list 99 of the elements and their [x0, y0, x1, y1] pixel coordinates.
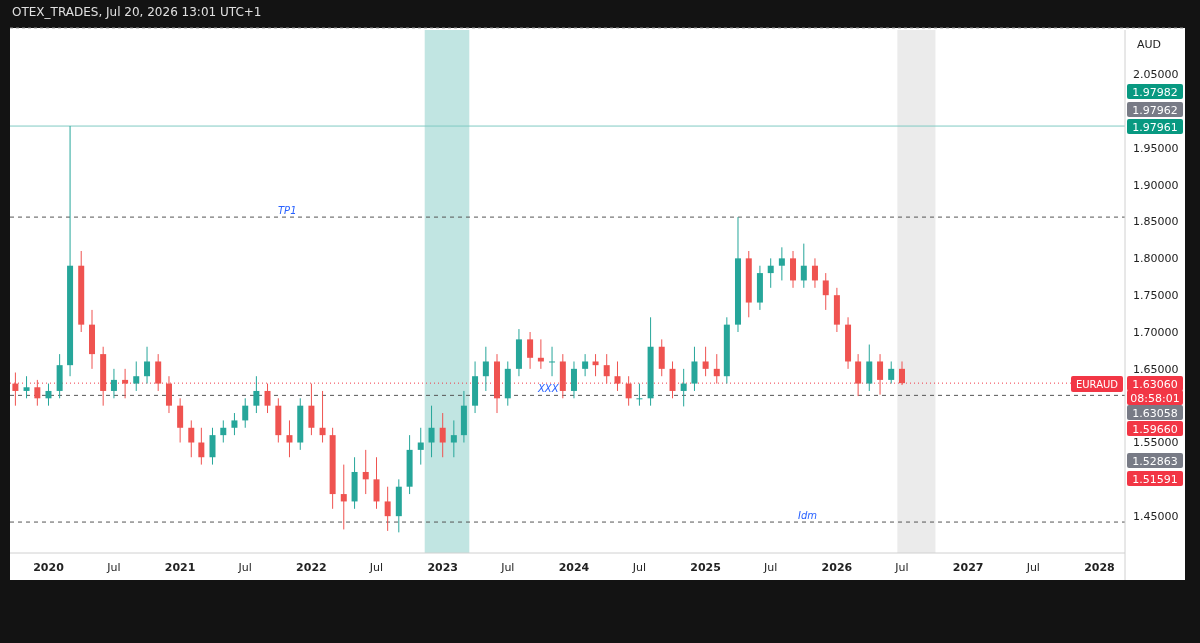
- text: 1.97982: [1132, 85, 1178, 99]
- x-tick-label: 2020: [33, 561, 65, 574]
- candlestick: [417, 427, 424, 466]
- y-tick-label: 1.75000: [1133, 289, 1179, 303]
- candlestick: [428, 405, 435, 458]
- text: 1.59660: [1132, 422, 1178, 436]
- candlestick: [669, 360, 676, 399]
- y-tick-label: 1.90000: [1133, 178, 1179, 192]
- x-tick-label: Jul: [894, 561, 909, 574]
- x-tick-label: Jul: [763, 561, 778, 574]
- candlestick: [527, 331, 534, 370]
- ref-line-label: Idm: [798, 510, 818, 522]
- ref-line-label: XXX: [537, 383, 560, 395]
- text: 1.97962: [1132, 103, 1178, 117]
- y-tick-label: 1.45000: [1133, 510, 1179, 524]
- candlestick: [286, 419, 293, 458]
- candlestick: [264, 383, 271, 414]
- y-tick-label: 2.05000: [1133, 68, 1179, 82]
- candlestick: [691, 346, 698, 392]
- candlestick: [45, 383, 52, 407]
- x-tick-label: 2027: [952, 561, 984, 574]
- candlestick: [198, 427, 205, 466]
- candlestick: [625, 375, 632, 407]
- y-tick-label: 1.80000: [1133, 252, 1179, 266]
- candlestick: [713, 353, 720, 385]
- candlestick: [122, 368, 129, 399]
- candlestick: [384, 486, 391, 532]
- candlestick: [582, 353, 589, 377]
- candlestick: [220, 419, 227, 444]
- candlestick: [177, 397, 184, 444]
- candlestick: [253, 375, 260, 414]
- candlestick: [209, 427, 216, 466]
- text: 1.52863: [1132, 454, 1178, 468]
- x-tick-label: Jul: [368, 561, 384, 574]
- x-tick-label: Jul: [237, 561, 252, 574]
- candlestick: [133, 360, 140, 392]
- candlestick: [23, 375, 30, 399]
- text: 1.63058: [1132, 406, 1178, 420]
- candlestick: [603, 353, 610, 385]
- candlestick: [811, 257, 818, 289]
- y-tick-label: 1.85000: [1133, 215, 1179, 229]
- candlestick: [702, 346, 709, 377]
- candlestick: [308, 383, 315, 436]
- x-tick-label: Jul: [631, 561, 647, 574]
- candlestick: [570, 360, 577, 399]
- candlestick: [592, 353, 599, 377]
- candlestick: [855, 353, 862, 397]
- candlestick: [614, 360, 621, 392]
- annotation: EURAUD: [1075, 378, 1119, 390]
- x-tick-label: 2021: [164, 561, 196, 574]
- candlestick: [340, 464, 347, 530]
- candlestick: [165, 375, 172, 414]
- x-tick-label: 2022: [296, 561, 327, 574]
- x-tick-label: 2026: [821, 561, 853, 574]
- candlestick: [319, 390, 326, 444]
- y-tick-label: 1.65000: [1133, 362, 1179, 376]
- candlestick: [439, 412, 446, 458]
- x-tick-label: 2025: [690, 561, 721, 574]
- candlestick: [877, 353, 884, 396]
- x-tick-label: Jul: [1025, 561, 1040, 574]
- candlestick: [549, 346, 556, 377]
- text: 1.63060: [1132, 377, 1178, 391]
- candlestick: [373, 456, 380, 510]
- candlestick: [144, 346, 151, 385]
- candlestick: [790, 250, 797, 289]
- y-tick-label: 1.55000: [1133, 436, 1179, 450]
- candlestick: [231, 412, 238, 436]
- candlestick: [110, 368, 117, 399]
- text: 1.97961: [1132, 120, 1178, 134]
- x-tick-label: 2024: [558, 561, 590, 574]
- candlestick: [866, 344, 873, 392]
- y-tick-label: 1.70000: [1133, 325, 1179, 339]
- candlestick: [188, 419, 195, 458]
- chart-title: OTEX_TRADES, Jul 20, 2026 13:01 UTC+1: [12, 5, 262, 19]
- candlestick: [242, 397, 249, 429]
- candlestick: [888, 360, 895, 385]
- candlestick: [767, 257, 774, 289]
- candlestick: [658, 338, 665, 377]
- candlestick: [680, 368, 687, 407]
- x-tick-label: 2023: [427, 561, 458, 574]
- text: 08:58:01: [1130, 391, 1180, 405]
- candlestick: [482, 346, 489, 392]
- candlestick: [800, 243, 807, 289]
- candlestick: [450, 419, 457, 458]
- y-tick-label: 1.95000: [1133, 141, 1179, 155]
- candlestick: [155, 353, 162, 392]
- candlestick: [899, 360, 905, 386]
- ref-line-label: TP1: [278, 205, 297, 217]
- x-tick-label: Jul: [500, 561, 515, 574]
- x-tick-label: 2028: [1084, 561, 1115, 574]
- candlestick: [34, 379, 41, 407]
- x-tick-label: Jul: [106, 561, 121, 574]
- candlestick: [778, 246, 785, 281]
- candlestick: [362, 449, 369, 495]
- text: 1.51591: [1132, 472, 1178, 486]
- candlestick: [636, 383, 643, 407]
- candlestick: [822, 272, 829, 311]
- y-axis-title: AUD: [1137, 38, 1162, 51]
- candlestick: [12, 372, 19, 407]
